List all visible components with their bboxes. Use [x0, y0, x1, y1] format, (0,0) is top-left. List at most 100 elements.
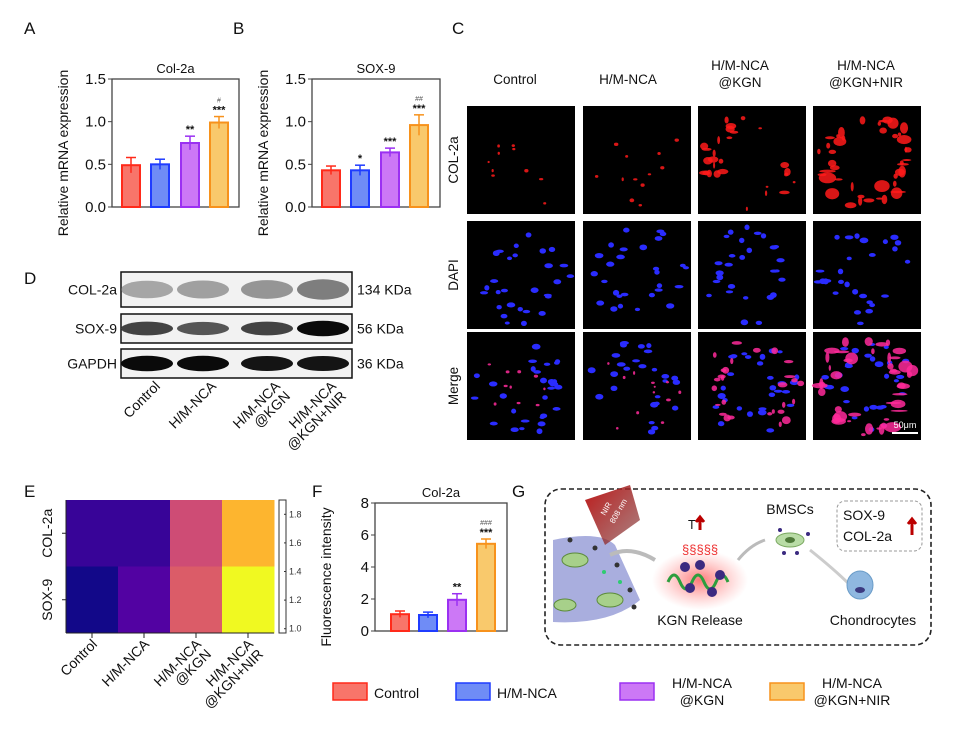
nucleus [894, 240, 902, 246]
y-tick-label: 8 [361, 495, 369, 512]
col2a-signal [825, 188, 840, 200]
nucleus [892, 246, 898, 252]
y-tick-label: 0.0 [85, 199, 106, 216]
nucleus [506, 256, 513, 261]
legend-label: H/M-NCA [497, 685, 558, 701]
nucleus [547, 386, 556, 390]
panel-g-schematic: NIR 808 nm §§§§§ T KGN Release BMSCs Cho… [544, 485, 932, 646]
nucleus [620, 292, 629, 297]
nucleus [610, 371, 619, 377]
col2a-signal [904, 147, 912, 153]
nucleus [488, 381, 498, 387]
col2a-signal [717, 168, 729, 175]
col2a-signal [713, 162, 716, 169]
col2a-signal [660, 421, 665, 424]
col2a-signal [674, 138, 679, 142]
lane-label: Control [120, 378, 163, 421]
nucleus [489, 421, 498, 426]
bar-h-m-nca-kgn-nir [476, 542, 496, 632]
nucleus [838, 279, 844, 285]
col2a-signal [830, 371, 843, 380]
col2a-signal [678, 390, 682, 395]
col2a-signal [838, 126, 845, 139]
col2a-signal [771, 409, 775, 414]
nucleus [854, 233, 860, 239]
col2a-signal [897, 132, 902, 137]
col2a-signal [878, 119, 889, 123]
y-tick-label: 1.0 [85, 114, 106, 131]
col2a-signal [629, 198, 635, 203]
col2a-signal [718, 158, 724, 164]
col2a-signal [764, 190, 768, 197]
significance-label: * [358, 153, 363, 165]
nucleus [769, 385, 777, 391]
col2a-signal [487, 160, 490, 164]
blot-band [177, 355, 229, 372]
nucleus [623, 366, 631, 371]
nucleus [778, 277, 786, 282]
nucleus [512, 253, 518, 258]
nucleus [495, 249, 504, 253]
nucleus [537, 421, 546, 427]
up-arrow-icon [694, 514, 706, 530]
heatmap-cell [222, 566, 275, 634]
col2a-signal [758, 127, 762, 130]
nucleus [728, 254, 736, 258]
col2a-signal [859, 116, 866, 125]
plot-frame [311, 78, 441, 208]
col2a-signal [811, 382, 828, 389]
col2a-signal [890, 399, 906, 409]
y-axis-label: Relative mRNA expression [55, 70, 71, 237]
nucleus [528, 359, 537, 364]
marker-col2a: COL-2a [843, 528, 892, 544]
nucleus [513, 243, 519, 249]
nucleus [538, 311, 546, 316]
nucleus [869, 303, 876, 308]
nucleus [766, 428, 775, 433]
y-tick-label: 4 [361, 559, 369, 576]
nucleus [706, 293, 712, 298]
nucleus [648, 420, 655, 425]
hydrogel-glow [652, 550, 748, 610]
nucleus [632, 359, 640, 363]
nucleus [517, 306, 523, 312]
nucleus [559, 263, 569, 268]
bar-h-m-nca-kgn-nir [209, 121, 229, 208]
nucleus [846, 256, 852, 261]
chart-title: Col-2a [422, 485, 461, 500]
nucleus [720, 385, 726, 391]
nucleus [671, 405, 679, 411]
nucleus [896, 374, 905, 379]
chart-title: SOX-9 [356, 61, 395, 76]
nucleus [639, 244, 648, 251]
nucleus [617, 303, 624, 309]
nucleus [506, 302, 516, 308]
nucleus [844, 281, 850, 288]
col2a-signal [652, 391, 656, 394]
nucleus [638, 364, 647, 369]
nucleus [717, 421, 725, 427]
col2a-signal [777, 382, 788, 388]
nucleus [768, 392, 776, 398]
column-header: H/M-NCA [599, 72, 657, 87]
nucleus [616, 294, 623, 298]
y-tick-label: 1.0 [285, 114, 306, 131]
blot-band [177, 321, 229, 336]
nucleus [844, 364, 853, 369]
col2a-signal [615, 426, 619, 430]
col2a-signal [833, 350, 850, 354]
col2a-signal [665, 380, 670, 384]
col2a-signal [607, 362, 610, 365]
col2a-signal [865, 423, 874, 435]
nucleus [654, 401, 660, 406]
legend-label: @KGN [680, 692, 725, 708]
nucleus [652, 266, 660, 271]
nucleus [776, 258, 785, 263]
nucleus [815, 269, 825, 273]
nucleus [616, 362, 626, 367]
nucleus [522, 309, 531, 314]
col2a-signal [712, 352, 717, 358]
nucleus [530, 366, 536, 372]
y-axis-label: Fluorescence intensity [318, 507, 334, 646]
polymer-chain-icon [666, 573, 730, 591]
